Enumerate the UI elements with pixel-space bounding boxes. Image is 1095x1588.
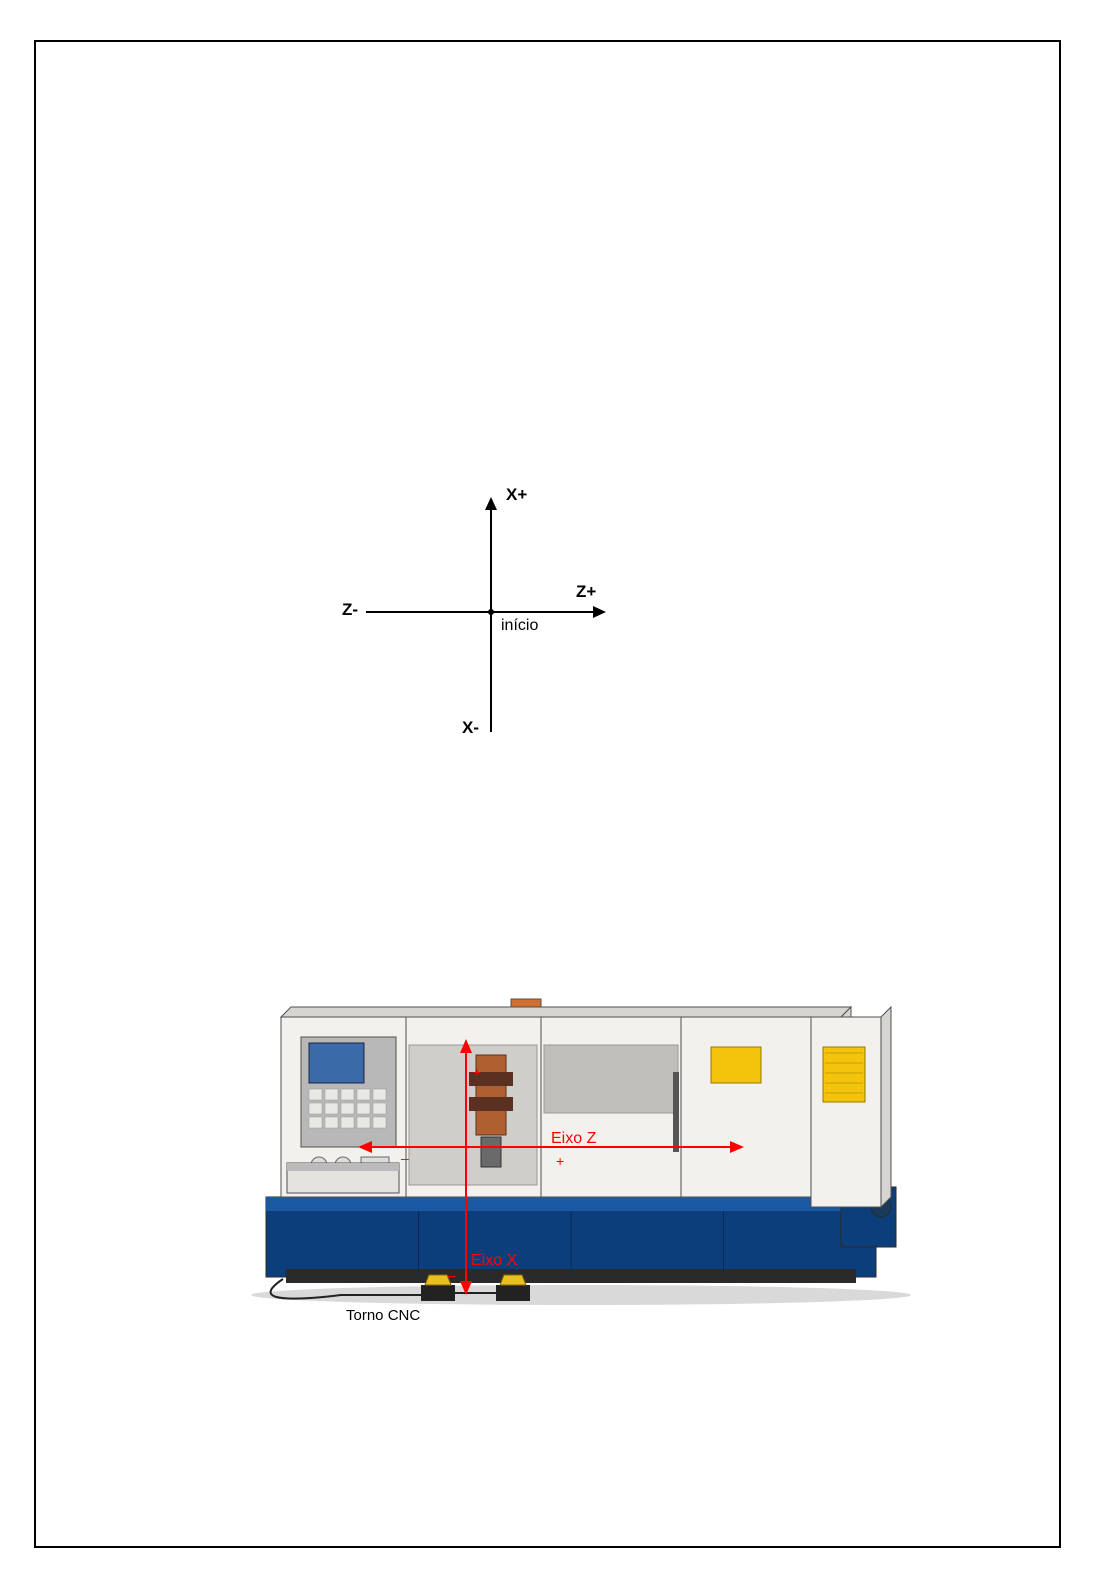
eixo-z-label: Eixo Z xyxy=(551,1130,596,1148)
x-plus-sign: + xyxy=(473,1064,481,1080)
z-plus-sign: + xyxy=(556,1153,564,1169)
origin-label: início xyxy=(501,617,538,635)
coord-axes-svg xyxy=(336,472,626,752)
machine-svg xyxy=(221,987,921,1347)
z-minus-sign: – xyxy=(401,1150,409,1166)
page-border: X+ X- Z+ Z- início Eixo Z Eixo X + – + –… xyxy=(34,40,1061,1548)
x-minus-sign: – xyxy=(448,1267,456,1283)
coordinate-diagram: X+ X- Z+ Z- início xyxy=(336,472,626,752)
eixo-x-label: Eixo X xyxy=(471,1252,517,1270)
z-plus-label: Z+ xyxy=(576,582,596,602)
x-plus-label: X+ xyxy=(506,485,527,505)
machine-title: Torno CNC xyxy=(346,1307,420,1324)
x-minus-label: X- xyxy=(462,718,479,738)
machine-figure: Eixo Z Eixo X + – + – Torno CNC xyxy=(221,987,921,1347)
z-minus-label: Z- xyxy=(342,600,358,620)
